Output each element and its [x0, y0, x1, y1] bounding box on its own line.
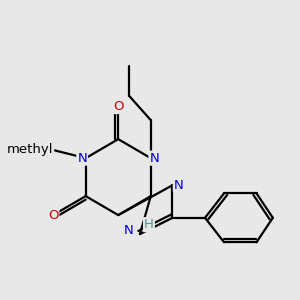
Text: N: N — [77, 152, 87, 165]
Text: O: O — [113, 100, 124, 113]
Text: N: N — [123, 224, 133, 236]
Text: N: N — [149, 152, 159, 165]
Text: methyl: methyl — [7, 143, 53, 157]
Text: N: N — [174, 179, 184, 192]
Text: H: H — [144, 218, 154, 231]
Text: O: O — [48, 208, 58, 222]
